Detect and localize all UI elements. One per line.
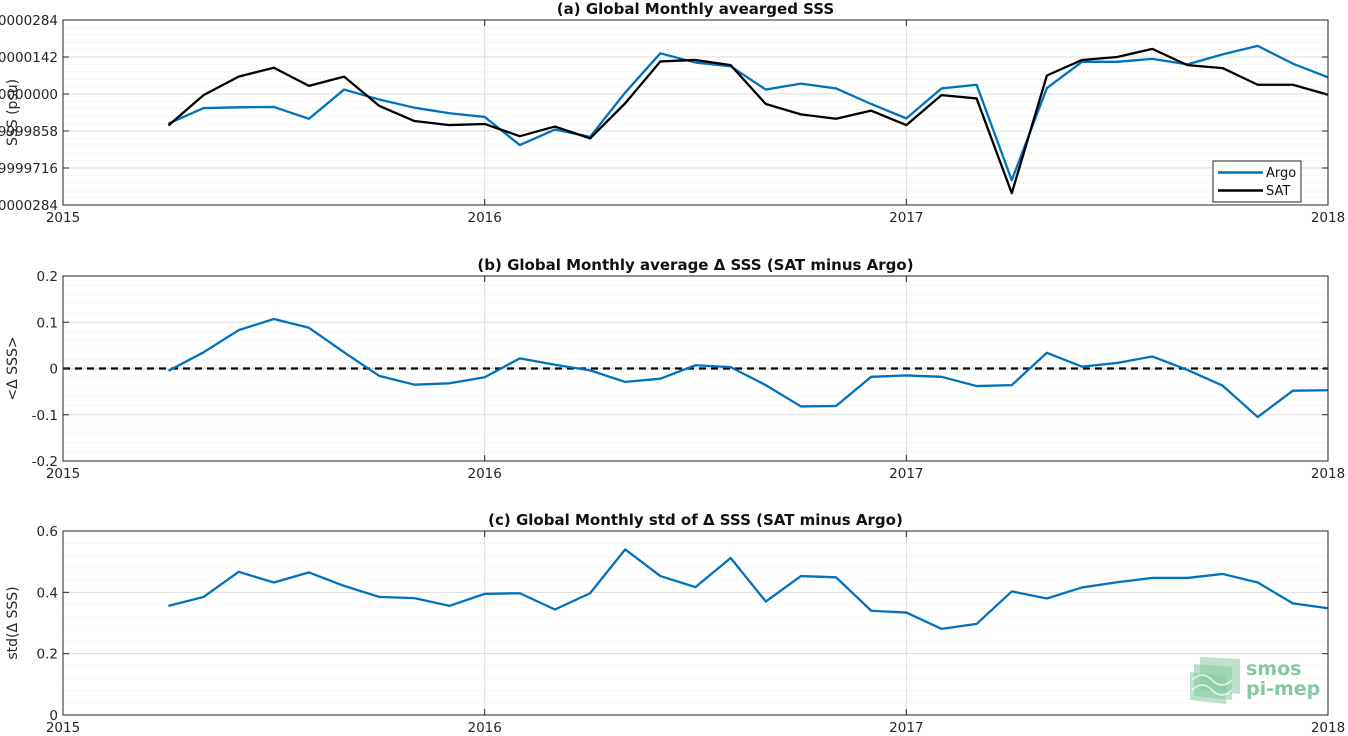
y-axis-label: SSS (psu) [5, 79, 21, 146]
panel-c-std-delta-sss: 2015 2016 2017 2018 0 0.2 0.4 0.6 (c) Global Mon… [5, 511, 1345, 736]
x-tick-label: 2017 [889, 720, 923, 736]
y-tick-label: 35.50000000000000000 [0, 87, 58, 103]
y-tick-label: 0.2 [37, 269, 58, 285]
y-tick-label: 0 [49, 708, 58, 724]
chart-title: (a) Global Monthly avearged SSS [557, 0, 834, 18]
legend-box [1212, 160, 1302, 203]
y-tick-label: 0.1 [37, 315, 58, 331]
series-line-mean-delta-sss [167, 317, 1329, 419]
panel-b-mean-delta-sss: 2015 2016 2017 2018 -0.2 -0.1 0 0.1 0.2 (b) Globa… [5, 256, 1345, 482]
x-tick-label: 2018 [1311, 720, 1345, 736]
y-tick-label: 35.29999999999999716 [0, 161, 58, 177]
x-tick-label: 2017 [889, 466, 923, 482]
x-tick-label: 2016 [467, 466, 501, 482]
series-line-std-delta-sss [168, 548, 1329, 630]
legend-label-argo: Argo [1266, 166, 1296, 181]
x-tick-label: 2016 [467, 210, 501, 226]
y-axis-label: <Δ SSS> [5, 336, 21, 400]
x-tick-label: 2017 [889, 210, 923, 226]
series-line-sat [167, 47, 1329, 195]
smos-pi-mep-logo: smos pi-mep [1190, 657, 1320, 704]
y-tick-label: 35.39999999999999858 [0, 124, 58, 140]
legend: Argo SAT [1212, 160, 1302, 203]
y-tick-label: 35.70000000000000284 [0, 13, 58, 29]
y-tick-label: 0.2 [37, 647, 58, 663]
logo-line-1: smos [1246, 658, 1301, 680]
x-tick-label: 2018 [1311, 466, 1345, 482]
chart-title: (c) Global Monthly std of Δ SSS (SAT min… [488, 511, 903, 529]
y-axis-label: std(Δ SSS) [5, 586, 21, 659]
y-tick-label: 0 [49, 362, 58, 378]
panel-a-global-monthly-sss: 2015 2016 2017 2018 35.20000000000000284 35.2… [0, 0, 1345, 226]
y-tick-label: 35.20000000000000284 [0, 198, 58, 214]
axes-frame [62, 19, 1329, 206]
x-tick-label: 2015 [46, 720, 80, 736]
axes-frame [62, 530, 1329, 716]
series-line-argo [167, 44, 1329, 182]
chart-title: (b) Global Monthly average Δ SSS (SAT mi… [477, 256, 913, 274]
y-tick-label: -0.2 [32, 454, 58, 470]
y-tick-label: 35.60000000000000142 [0, 50, 58, 66]
x-tick-label: 2016 [467, 720, 501, 736]
x-tick-label: 2015 [46, 210, 80, 226]
y-tick-label: 0.6 [37, 524, 58, 540]
x-tick-label: 2018 [1311, 210, 1345, 226]
logo-wave-icon [1190, 657, 1240, 704]
logo-line-2: pi-mep [1246, 678, 1320, 700]
y-tick-label: 0.4 [37, 585, 58, 601]
y-tick-label: -0.1 [32, 408, 58, 424]
legend-label-sat: SAT [1266, 184, 1290, 199]
x-tick-label: 2015 [46, 466, 80, 482]
